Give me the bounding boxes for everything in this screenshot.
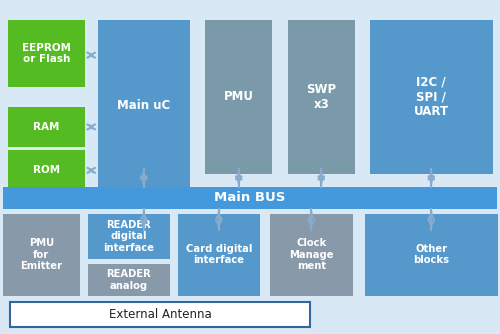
FancyBboxPatch shape <box>205 20 272 174</box>
Text: Main uC: Main uC <box>117 99 170 112</box>
FancyBboxPatch shape <box>88 264 170 296</box>
FancyBboxPatch shape <box>288 20 355 174</box>
FancyBboxPatch shape <box>270 214 352 296</box>
Text: PMU
for
Emitter: PMU for Emitter <box>20 238 62 271</box>
Text: Card digital
interface: Card digital interface <box>186 244 252 266</box>
Text: READER
analog: READER analog <box>106 269 151 291</box>
FancyBboxPatch shape <box>2 187 496 209</box>
FancyBboxPatch shape <box>365 214 498 296</box>
FancyBboxPatch shape <box>88 214 170 259</box>
Text: External Antenna: External Antenna <box>108 308 212 321</box>
FancyBboxPatch shape <box>98 20 190 190</box>
Text: Clock
Manage
ment: Clock Manage ment <box>289 238 334 271</box>
Text: ROM: ROM <box>32 165 60 175</box>
Text: SWP
x3: SWP x3 <box>306 83 336 111</box>
Text: I2C /
SPI /
UART: I2C / SPI / UART <box>414 75 449 118</box>
Text: RAM: RAM <box>33 122 60 132</box>
Text: READER
digital
interface: READER digital interface <box>104 220 154 253</box>
Text: Other
blocks: Other blocks <box>413 244 449 266</box>
Text: EEPROM
or Flash: EEPROM or Flash <box>22 43 71 64</box>
Text: PMU: PMU <box>224 91 254 103</box>
Text: Main BUS: Main BUS <box>214 191 285 204</box>
FancyBboxPatch shape <box>8 150 85 190</box>
FancyBboxPatch shape <box>370 20 492 174</box>
FancyBboxPatch shape <box>178 214 260 296</box>
FancyBboxPatch shape <box>2 214 80 296</box>
FancyBboxPatch shape <box>8 107 85 147</box>
FancyBboxPatch shape <box>8 20 85 87</box>
FancyBboxPatch shape <box>10 302 310 327</box>
